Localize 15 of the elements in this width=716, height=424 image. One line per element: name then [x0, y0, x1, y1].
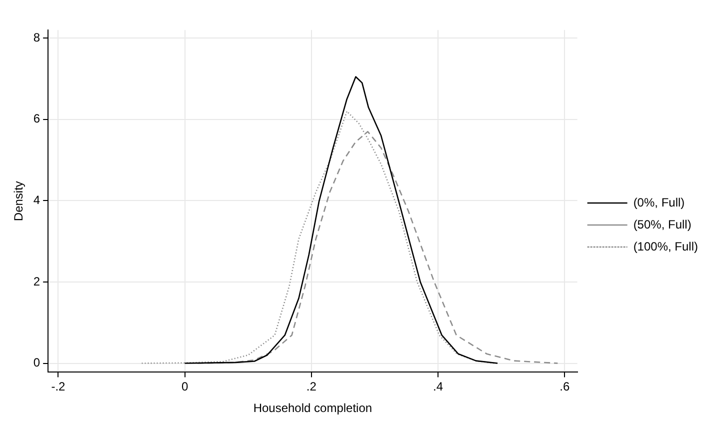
y-tick-label: 2: [33, 274, 40, 288]
x-tick-label: -.2: [51, 380, 66, 394]
y-tick-label: 0: [33, 356, 40, 370]
y-tick-label: 6: [33, 112, 40, 126]
x-tick-label: .2: [306, 380, 317, 394]
x-axis-title: Household completion: [253, 401, 372, 416]
y-tick-label: 8: [33, 30, 40, 44]
y-axis-title: Density: [12, 181, 26, 222]
x-tick-label: 0: [181, 380, 188, 394]
x-tick-label: .6: [560, 380, 570, 394]
x-tick-label: .4: [433, 380, 444, 394]
legend-label: (0%, Full): [633, 195, 685, 210]
legend-label: (100%, Full): [633, 239, 698, 254]
y-tick-label: 4: [33, 193, 40, 208]
legend-label: (50%, Full): [633, 217, 692, 232]
